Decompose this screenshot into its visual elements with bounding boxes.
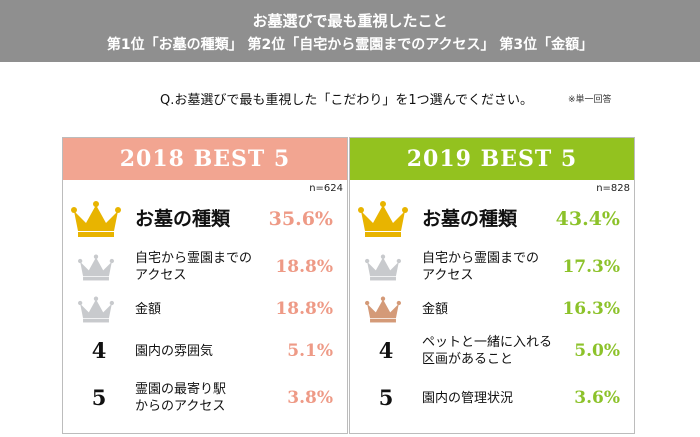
item-label-line: 区画があること (422, 352, 514, 367)
item-label-line: 自宅から霊園までの (422, 251, 540, 266)
gold-crown-icon (358, 199, 408, 243)
header-title: お墓選びで最も重視したこと (252, 12, 448, 30)
percentage-value: 17.3% (562, 257, 620, 277)
item-label-line: 自宅から霊園までの (135, 251, 253, 266)
ranking-row: 5 園内の管理状況 3.6% (350, 378, 634, 418)
header-subtitle: 第1位「お墓の種類」 第2位「自宅から霊園までのアクセス」 第3位「金額」 (106, 37, 594, 53)
item-label-line: 園内の雰囲気 (135, 343, 214, 359)
ranking-row: お墓の種類 35.6% (63, 197, 347, 241)
item-label: 園内の雰囲気 (135, 343, 213, 360)
item-label: 自宅から霊園までの アクセス (135, 250, 252, 284)
item-label-line: アクセス (422, 268, 474, 283)
panel-2018: 2018 BEST 5 n=624 お墓の種類 35.6% 自宅から霊園までの アクセ… (62, 137, 348, 434)
percentage-value: 3.8% (287, 388, 333, 408)
rank-number: 4 (91, 338, 107, 363)
item-label: 自宅から霊園までの アクセス (422, 250, 539, 284)
item-label-line: からのアクセス (135, 399, 226, 414)
sample-size: n=624 (309, 183, 343, 194)
item-label-line: 霊園の最寄り駅 (135, 382, 227, 397)
item-label-line: ペットと一緒に入れる (422, 335, 553, 350)
item-label: お墓の種類 (422, 207, 517, 231)
ranking-row: 自宅から霊園までの アクセス 18.8% (63, 245, 347, 289)
percentage-value: 5.0% (574, 341, 620, 361)
ranking-row: 4 園内の雰囲気 5.1% (63, 334, 347, 368)
survey-question: Q.お墓選びで最も重視した「こだわり」を1つ選んでください。 (160, 93, 533, 108)
percentage-value: 5.1% (287, 341, 333, 361)
item-label: 霊園の最寄り駅 からのアクセス (135, 381, 226, 415)
item-label-line: 園内の管理状況 (422, 390, 514, 406)
gold-crown-icon (71, 199, 121, 243)
rank-number: 4 (378, 338, 394, 363)
item-label: 金額 (135, 301, 161, 318)
item-label-line: 金額 (422, 301, 449, 317)
header-banner: お墓選びで最も重視したこと 第1位「お墓の種類」 第2位「自宅から霊園までのアク… (0, 0, 700, 62)
item-label: お墓の種類 (135, 207, 230, 231)
ranking-row: 5 霊園の最寄り駅 からのアクセス 3.8% (63, 378, 347, 418)
ranking-row: 金額 18.8% (63, 292, 347, 326)
item-label-line: 金額 (135, 301, 162, 317)
silver-crown-icon (78, 253, 114, 286)
answer-type-note: ※単一回答 (568, 95, 612, 105)
percentage-value: 16.3% (562, 299, 620, 319)
rank-number: 5 (91, 385, 107, 410)
percentage-value: 18.8% (275, 299, 333, 319)
percentage-value: 3.6% (574, 388, 620, 408)
sample-size: n=828 (596, 183, 630, 194)
ranking-row: 4 ペットと一緒に入れる 区画があること 5.0% (350, 334, 634, 368)
bronze-crown-icon (365, 295, 401, 328)
panel-title: 2019 BEST 5 (350, 138, 634, 180)
ranking-row: 自宅から霊園までの アクセス 17.3% (350, 245, 634, 289)
item-label-line: お墓の種類 (135, 208, 231, 230)
item-label: 園内の管理状況 (422, 390, 513, 407)
percentage-value: 35.6% (268, 208, 333, 230)
item-label-line: お墓の種類 (422, 208, 518, 230)
percentage-value: 18.8% (275, 257, 333, 277)
item-label-line: アクセス (135, 268, 187, 283)
ranking-row: 金額 16.3% (350, 292, 634, 326)
item-label: 金額 (422, 301, 448, 318)
ranking-row: お墓の種類 43.4% (350, 197, 634, 241)
item-label: ペットと一緒に入れる 区画があること (422, 334, 552, 368)
panel-2019: 2019 BEST 5 n=828 お墓の種類 43.4% 自宅から霊園までの アクセ… (349, 137, 635, 434)
rank-number: 5 (378, 385, 394, 410)
percentage-value: 43.4% (555, 208, 620, 230)
silver-crown-icon (365, 253, 401, 286)
panel-title: 2018 BEST 5 (63, 138, 347, 180)
silver-crown-icon (78, 295, 114, 328)
